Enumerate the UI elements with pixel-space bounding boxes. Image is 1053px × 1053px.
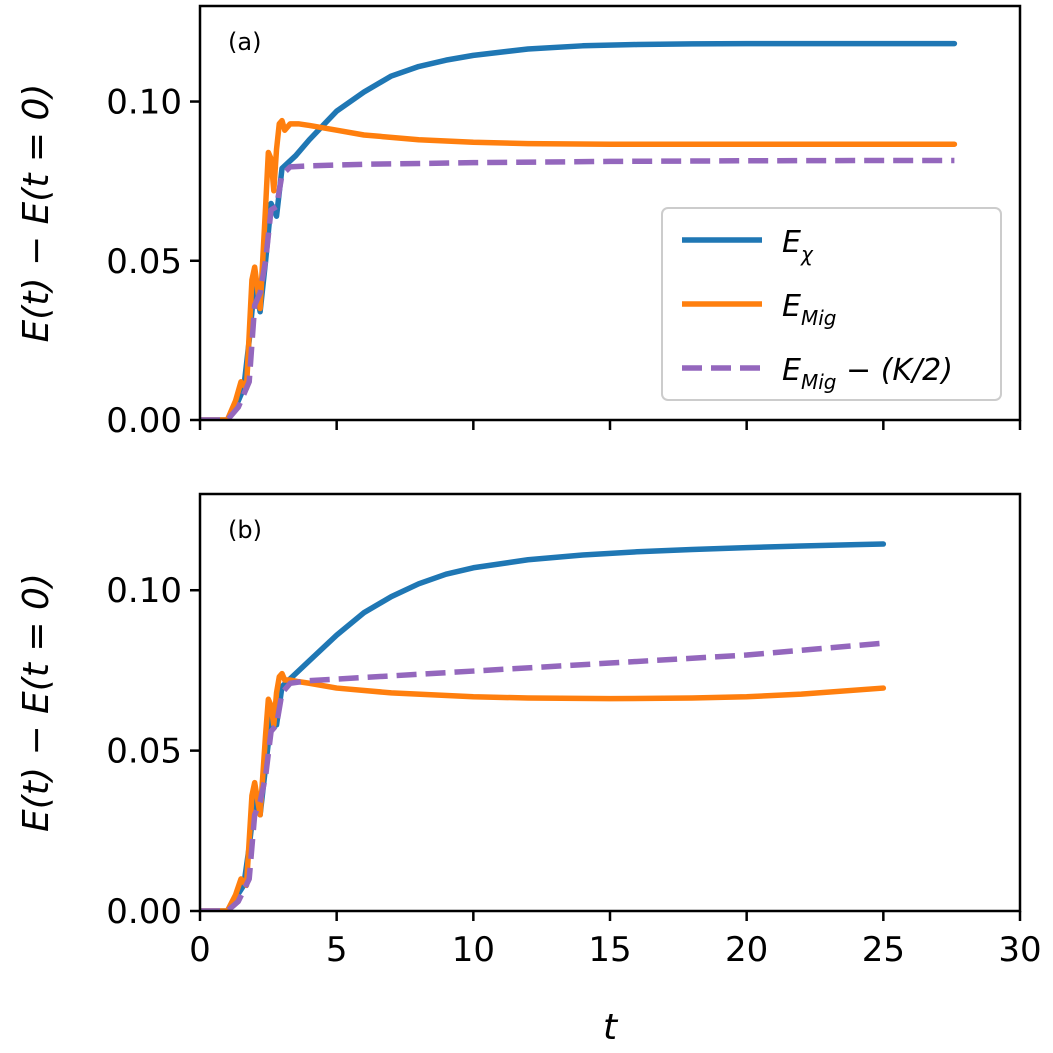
- panel-label: (b): [228, 516, 262, 544]
- panel-b: 0.00 0.05 0.10 0 5 10 15 20 25 30 E(t) − E(t = 0) t…: [16, 492, 1042, 1048]
- x-tick-label: 30: [998, 930, 1041, 970]
- legend-label: EMig − (K/2): [782, 353, 953, 394]
- legend: Eχ EMig EMig − (K/2): [661, 207, 1002, 401]
- y-axis-label: E(t) − E(t = 0): [16, 84, 57, 343]
- y-tick-label: 0.10: [106, 83, 182, 123]
- y-tick-label: 0.10: [106, 571, 182, 611]
- axes-frame: [198, 492, 1022, 913]
- x-tick-label: 20: [725, 930, 768, 970]
- series-line-e-mig-k-2: [200, 640, 884, 911]
- panel-a: 0.00 0.05 0.10 E(t) − E(t = 0) (a) Eχ EMig EMig…: [16, 4, 1022, 441]
- x-tick-label: 25: [862, 930, 905, 970]
- series-group: [200, 541, 887, 911]
- legend-label: EMig: [782, 289, 836, 330]
- y-tick-label: 0.05: [106, 732, 182, 772]
- series-line-e-mig: [200, 117, 958, 420]
- y-axis-label: E(t) − E(t = 0): [16, 573, 57, 832]
- x-axis-label: t: [603, 1007, 619, 1048]
- legend-label: Eχ: [782, 225, 814, 266]
- series-group: [200, 40, 958, 420]
- legend-box: [661, 207, 1002, 401]
- series-line-e-mig-k-2: [200, 157, 955, 420]
- panel-label: (a): [228, 28, 261, 56]
- x-tick-label: 0: [189, 930, 211, 970]
- series-line-e-chi: [200, 541, 887, 911]
- y-tick-label: 0.00: [106, 401, 182, 441]
- y-tick-label: 0.00: [106, 892, 182, 932]
- y-tick-label: 0.05: [106, 242, 182, 282]
- x-tick-label: 10: [452, 930, 495, 970]
- series-line-e-mig: [200, 670, 887, 911]
- x-tick-label: 5: [326, 930, 348, 970]
- x-tick-label: 15: [588, 930, 631, 970]
